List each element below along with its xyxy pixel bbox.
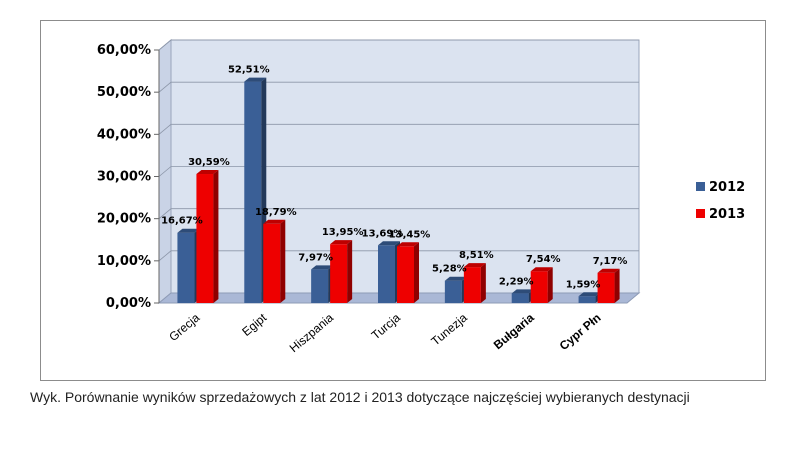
data-label: 2,29% [499,276,534,287]
bar-2012-hiszpania [311,265,334,303]
bar-front [263,223,281,303]
bar-front [311,269,329,303]
data-label: 5,28% [432,264,467,275]
legend: 2012 2013 [696,180,745,222]
chart-caption: Wyk. Porównanie wyników sprzedażowych z … [30,389,690,405]
bar-2012-egipt [244,77,267,304]
x-tick-label: Egipt [239,310,269,339]
bar-top [444,276,467,281]
bar-2013-bułgaria [530,267,553,303]
y-tick-label: 60,00% [97,43,151,58]
x-tick-label: Hiszpania [287,310,337,355]
x-tick-label: Cypr Płn [557,311,604,353]
data-label: 30,59% [188,157,230,168]
bar-top [196,170,219,175]
data-label: 16,67% [161,216,203,227]
bar-top [530,267,553,272]
bar-2012-cypr-płn [578,292,601,303]
bar-side [414,242,419,303]
bar-2013-egipt [263,219,286,303]
bar-top [578,292,601,297]
bar-side [547,267,553,303]
gridline [158,123,639,135]
data-label: 18,79% [255,207,297,218]
data-labels: 16,67% 30,59% 52,51% 18,79% 7,97% 13,95%13,69… [161,65,627,291]
bar-2013-cypr-płn [597,268,620,303]
bar-front [244,81,262,304]
data-label: 1,59% [566,279,601,290]
data-label: 7,54% [526,254,561,265]
y-tick-label: 30,00% [97,170,151,185]
bar-side [614,268,620,303]
bar-front [397,246,414,303]
gridline [158,81,639,93]
bar-top [244,77,267,82]
legend-swatch [696,182,705,191]
gridlines [158,39,639,262]
x-tick-label: Turcja [369,310,403,342]
bar-2012-bułgaria [511,289,534,303]
x-axis: Grecja Egipt Hiszpania Turcja Tunezja Bułgari… [166,310,603,355]
bar-2013-turcja [397,242,419,303]
x-tick-label: Tunezja [428,310,470,348]
bar-top [397,242,419,247]
gridline [158,208,639,219]
bar-side [213,170,219,303]
bar-2013-grecja [196,170,219,303]
data-label: 13,95% [322,227,364,238]
data-label: 13,45% [389,229,431,240]
chart-frame: 0,00% 10,00% 20,00% 30,00% 40,00% 50,00% 60,00… [40,20,766,381]
data-label: 7,17% [593,256,628,267]
bar-front [463,267,481,303]
bar-side [280,219,286,303]
gridline [158,39,639,51]
bar-front [530,271,548,303]
data-label: 13,69% [362,228,404,239]
bar-front [578,296,596,303]
x-tick-label: Bułgaria [491,310,537,352]
y-tick-label: 10,00% [97,254,151,269]
bar-top [263,219,286,224]
legend-swatch [696,209,705,218]
bar-front [177,232,195,303]
bar-side [480,263,486,303]
bar-2012-grecja [177,228,200,303]
bar-front [444,280,462,303]
chart: 0,00% 10,00% 20,00% 30,00% 40,00% 50,00% 60,00… [97,38,745,355]
y-tick-label: 40,00% [97,127,151,142]
bar-top [177,228,200,233]
bar-2013-tunezja [463,263,486,303]
gridline [158,166,639,177]
bar-front [330,244,348,303]
legend-label: 2013 [709,207,745,222]
bar-front [597,272,615,303]
data-label: 7,97% [298,252,333,263]
x-tick-label: Grecja [166,310,202,344]
bars [177,77,620,304]
y-axis: 0,00% 10,00% 20,00% 30,00% 40,00% 50,00% 60,00… [97,43,160,311]
bar-2013-hiszpania [330,240,353,303]
bar-front [196,174,214,303]
bar-front [511,293,529,303]
gridline [158,250,639,262]
y-tick-label: 20,00% [97,212,151,227]
bar-top [597,268,620,273]
y-tick-label: 0,00% [106,296,151,311]
bar-top [511,289,534,294]
bar-top [463,263,486,268]
bar-2012-tunezja [444,276,467,303]
bar-side [347,240,353,303]
legend-label: 2012 [709,180,745,195]
bar-top [378,241,400,246]
data-label: 52,51% [228,65,270,76]
bar-front [378,245,395,303]
data-label: 8,51% [459,250,494,261]
bar-top [330,240,353,245]
bar-2012-turcja [378,241,400,303]
bar-top [311,265,334,270]
y-tick-label: 50,00% [97,85,151,100]
